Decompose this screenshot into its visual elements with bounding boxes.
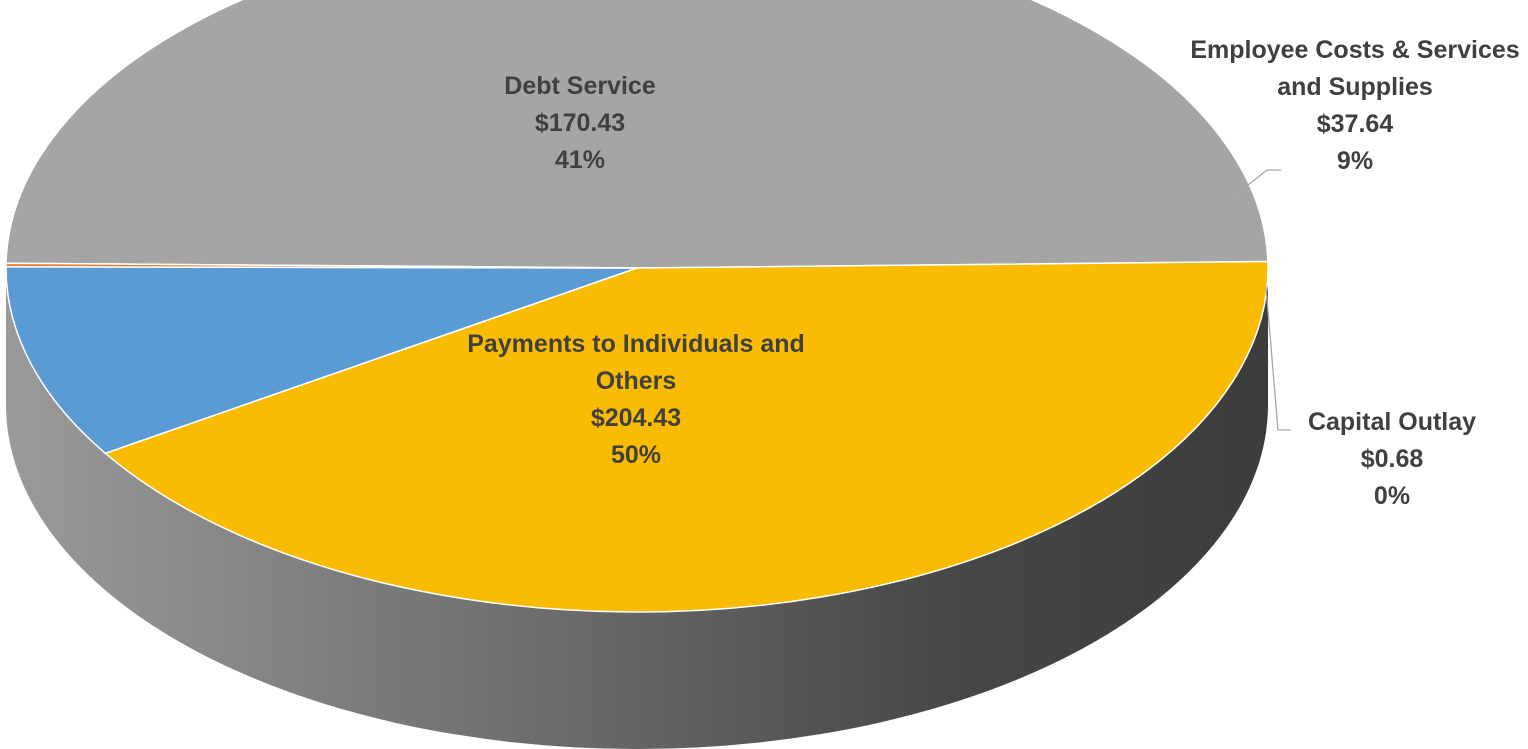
data-label-debt-service: Debt Service $170.43 41% xyxy=(504,72,656,174)
leader-line-capital-outlay xyxy=(1265,286,1291,431)
pie-slice-payments-to-individuals-and-others xyxy=(5,0,1269,269)
pie-side-wall xyxy=(6,268,1268,749)
pie-slice-capital-outlay xyxy=(5,262,638,269)
data-label-employee-costs-services-and-supplies: Employee Costs & Services and Supplies $37… xyxy=(1190,36,1519,175)
pie-side-face xyxy=(6,268,1268,749)
pie-slices xyxy=(5,0,1269,613)
leader-lines xyxy=(1229,169,1291,431)
data-label-capital-outlay: Capital Outlay $0.68 0% xyxy=(1308,408,1476,510)
data-label-payments-to-individuals-and-others: Payments to Individuals and Others $204.43… xyxy=(467,330,805,469)
data-labels: Payments to Individuals and Others $204.43… xyxy=(467,36,1519,510)
pie-slice-employee-costs-services-and-supplies xyxy=(5,266,638,455)
pie-slice-debt-service xyxy=(104,260,1269,613)
leader-line-employee-costs xyxy=(1229,169,1281,200)
